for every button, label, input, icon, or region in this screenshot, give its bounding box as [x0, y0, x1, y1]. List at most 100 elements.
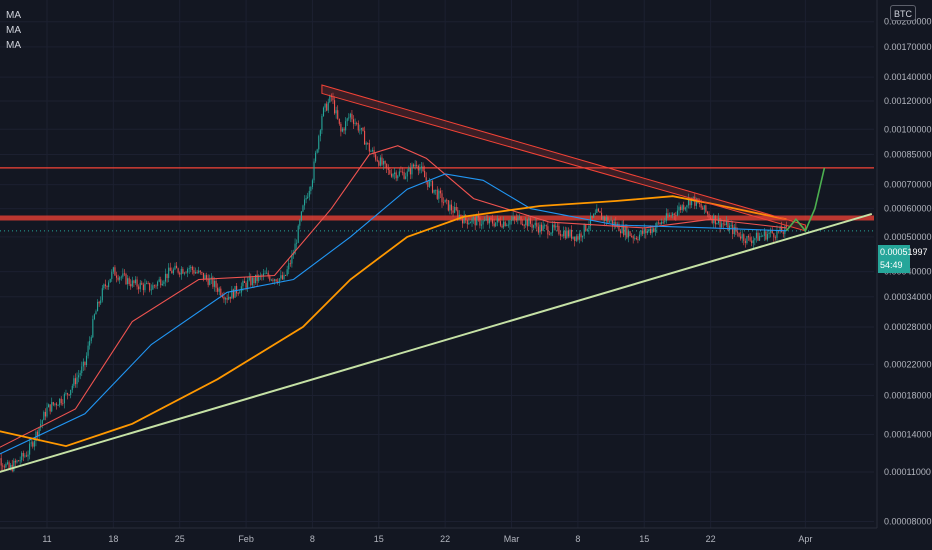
candle-body	[738, 232, 740, 237]
candle-body	[615, 222, 617, 227]
candle-body	[659, 222, 661, 225]
candle-body	[496, 218, 498, 223]
candle-body	[645, 228, 647, 234]
trend-drawings	[0, 84, 873, 473]
candle-body	[593, 214, 595, 218]
candle-body	[776, 230, 778, 238]
candle-body	[492, 219, 494, 224]
price-tick-label: 0.00070000	[884, 180, 932, 190]
candle-body	[736, 231, 739, 233]
candle-body	[420, 166, 423, 169]
candle-body	[550, 232, 552, 235]
time-tick-label: 15	[639, 534, 649, 544]
candle-body	[217, 287, 219, 292]
price-tick-label: 0.00120000	[884, 96, 932, 106]
candle-body	[424, 170, 426, 178]
ma-legend-item[interactable]: MA	[6, 25, 21, 36]
candle-body	[297, 225, 299, 243]
ma-legend-item[interactable]: MA	[6, 40, 21, 51]
candle-body	[477, 216, 479, 218]
candle-body	[747, 236, 750, 238]
candle-body	[153, 285, 155, 287]
candle-body	[266, 272, 268, 274]
candle-body	[14, 460, 16, 463]
candle-body	[386, 163, 388, 169]
candle-body	[163, 281, 165, 284]
candle-body	[179, 272, 181, 275]
candle-body	[36, 431, 39, 437]
candle-body	[338, 118, 340, 124]
candle-body	[455, 206, 457, 211]
candle-body	[62, 403, 64, 405]
candle-body	[566, 230, 568, 239]
candle-body	[311, 180, 313, 187]
candle-body	[73, 378, 75, 386]
candle-body	[722, 223, 724, 225]
candle-body	[529, 218, 532, 224]
candle-body	[732, 224, 734, 235]
candle-body	[597, 208, 599, 212]
candle-body	[473, 217, 475, 219]
candle-body	[142, 284, 144, 291]
candle-body	[356, 122, 358, 124]
candle-body	[545, 225, 547, 227]
candle-body	[572, 236, 574, 239]
ma-legend-item[interactable]: MA	[6, 10, 21, 21]
candle-body	[746, 236, 748, 244]
candle-body	[757, 232, 759, 241]
candle-body	[602, 216, 604, 220]
candle-body	[161, 283, 163, 286]
candle-body	[169, 267, 171, 271]
candle-body	[308, 190, 310, 197]
candle-body	[621, 225, 623, 234]
candle-body	[539, 224, 541, 233]
candle-body	[534, 222, 536, 226]
candle-body	[710, 217, 712, 219]
candle-body	[33, 440, 35, 447]
candle-body	[343, 128, 345, 131]
candle-body	[275, 279, 277, 282]
candle-body	[580, 233, 582, 238]
moving-average-line	[0, 195, 787, 448]
candle-body	[18, 460, 20, 462]
candle-body	[751, 240, 753, 244]
candle-body	[422, 166, 424, 171]
candle-body	[243, 281, 246, 283]
candle-body	[168, 267, 170, 278]
time-tick-label: 25	[175, 534, 185, 544]
candle-body	[384, 161, 386, 164]
candle-body	[547, 226, 549, 235]
candle-body	[145, 282, 148, 284]
candle-body	[452, 210, 454, 213]
candle-body	[575, 236, 577, 242]
time-tick-label: Mar	[504, 534, 520, 544]
candle-body	[101, 288, 103, 301]
candle-body	[100, 300, 102, 304]
candle-body	[657, 222, 660, 224]
candle-body	[32, 442, 34, 447]
candle-body	[280, 275, 282, 279]
candle-body	[770, 230, 772, 233]
candle-body	[721, 223, 723, 228]
candle-body	[248, 277, 250, 281]
candle-body	[21, 452, 23, 461]
candle-body	[177, 268, 179, 273]
candle-body	[117, 277, 119, 280]
candle-body	[571, 229, 573, 239]
price-tick-label: 0.00014000	[884, 430, 932, 440]
candle-body	[686, 205, 688, 208]
candle-body	[759, 236, 761, 241]
candle-body	[379, 157, 381, 166]
candle-body	[586, 229, 588, 231]
candle-body	[582, 235, 584, 238]
candle-body	[378, 161, 380, 166]
candle-body	[253, 277, 255, 284]
candle-body	[2, 465, 4, 467]
candle-body	[111, 271, 113, 279]
candle-body	[123, 273, 125, 275]
candle-body	[599, 211, 601, 213]
currency-badge[interactable]: BTC	[890, 5, 916, 21]
time-tick-label: 8	[310, 534, 315, 544]
candle-body	[108, 282, 110, 288]
